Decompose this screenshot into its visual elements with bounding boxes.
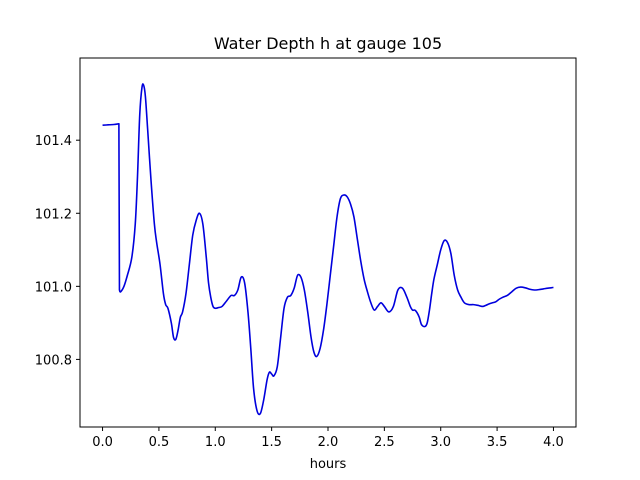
series-line-water-depth [102, 83, 554, 416]
x-tick-label: 0.0 [92, 435, 113, 450]
x-tick-label: 2.5 [374, 435, 395, 450]
x-axis: 0.0 0.5 1.0 1.5 2.0 2.5 3.0 3.5 4.0 [92, 427, 564, 450]
y-tick-label: 101.4 [35, 134, 72, 149]
y-axis: 100.8 101.0 101.2 101.4 [35, 134, 80, 368]
y-tick-label: 100.8 [35, 353, 72, 368]
x-tick-label: 4.0 [543, 435, 564, 450]
x-tick-label: 3.0 [430, 435, 451, 450]
x-axis-label: hours [310, 457, 347, 472]
y-tick-label: 101.2 [35, 207, 72, 222]
x-tick-label: 0.5 [149, 435, 170, 450]
chart-title: Water Depth h at gauge 105 [214, 34, 442, 53]
x-tick-label: 3.5 [487, 435, 508, 450]
plot-area [80, 58, 576, 427]
x-tick-label: 2.0 [318, 435, 339, 450]
x-tick-label: 1.5 [261, 435, 282, 450]
x-tick-label: 1.0 [205, 435, 226, 450]
y-tick-label: 101.0 [35, 280, 72, 295]
series-layer [102, 83, 554, 416]
